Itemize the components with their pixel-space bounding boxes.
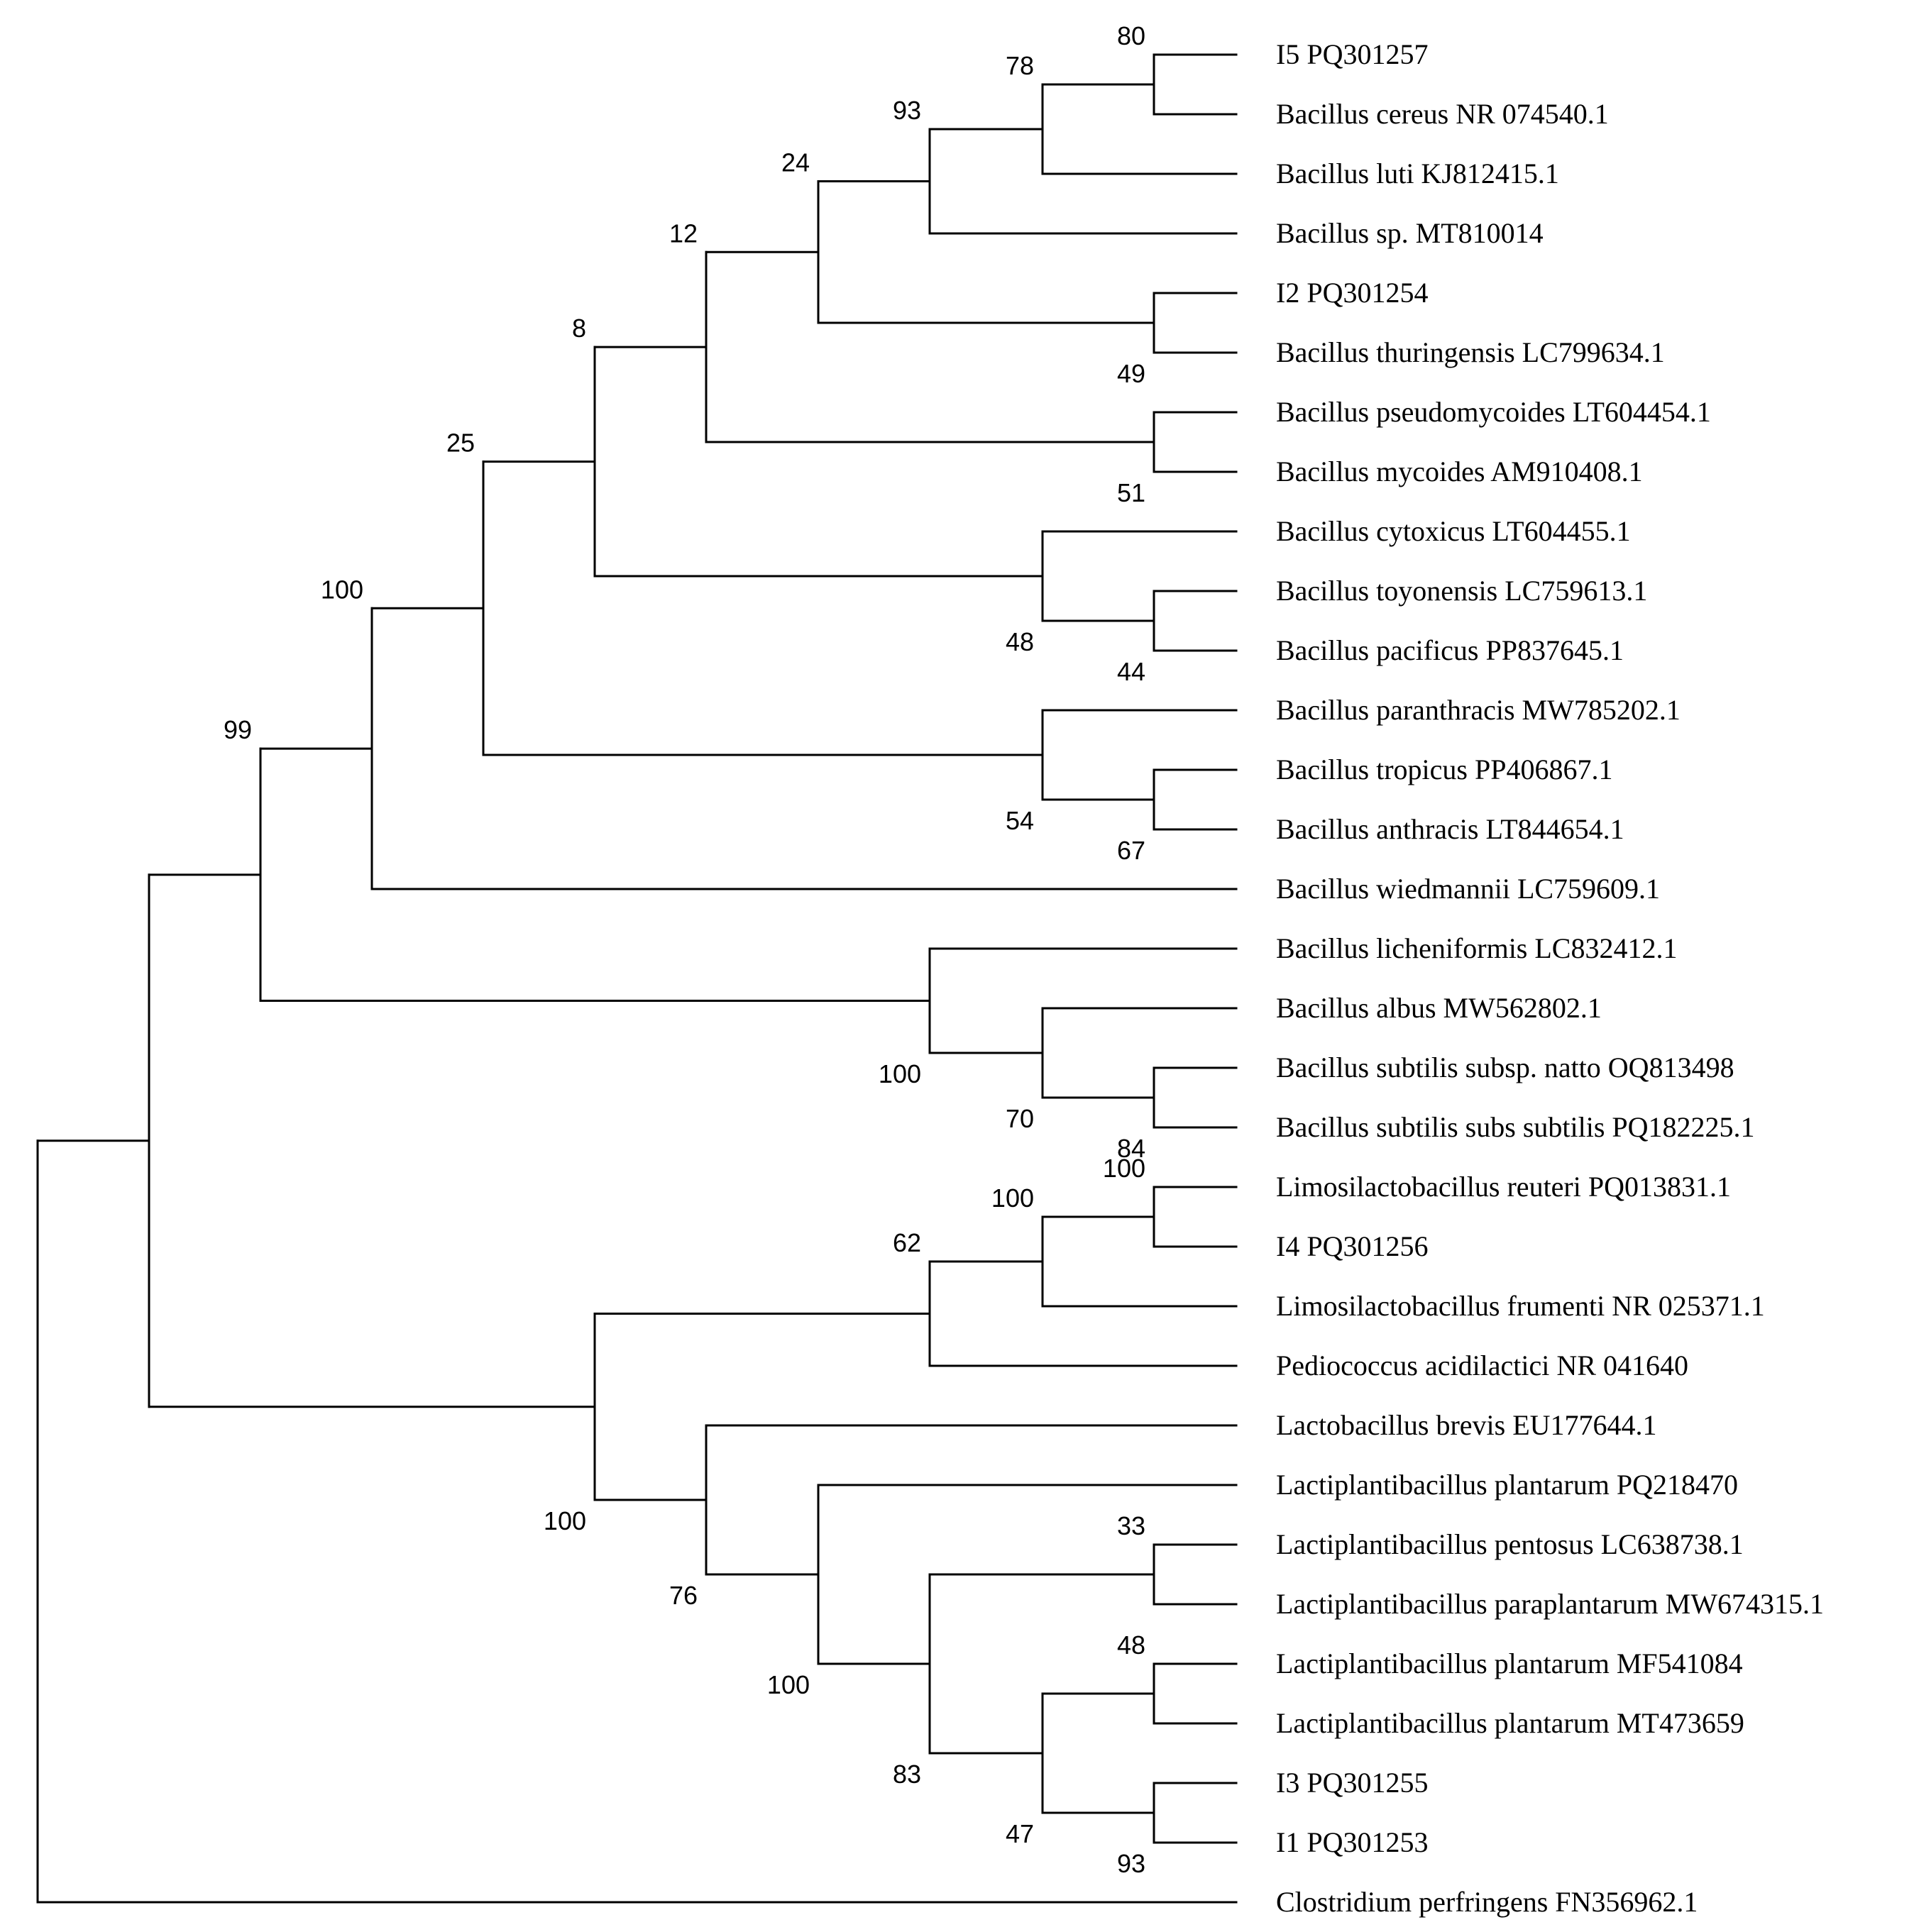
support-value-n13: 25 (446, 429, 475, 458)
leaf-label: Lactiplantibacillus plantarum PQ218470 (1276, 1469, 1738, 1501)
support-value-n22: 33 (1117, 1511, 1145, 1540)
leaf-label: Limosilactobacillus frumenti NR 025371.1 (1276, 1290, 1765, 1322)
support-value-n25: 47 (1006, 1819, 1034, 1848)
support-value-n6: 51 (1117, 478, 1145, 507)
leaf-label: Pediococcus acidilactici NR 041640 (1276, 1349, 1688, 1381)
leaf-label: Bacillus subtilis subsp. natto OQ813498 (1276, 1051, 1734, 1083)
support-value-n7: 12 (669, 219, 698, 248)
leaf-label: Limosilactobacillus reuteri PQ013831.1 (1276, 1171, 1731, 1203)
leaf-label: I5 PQ301257 (1276, 38, 1428, 70)
leaf-label: I1 PQ301253 (1276, 1826, 1428, 1858)
leaf-label: Lactobacillus brevis EU177644.1 (1276, 1409, 1657, 1441)
support-value-n26: 83 (893, 1760, 921, 1789)
support-value-n12: 54 (1006, 806, 1034, 835)
support-value-n17: 100 (879, 1059, 921, 1088)
leaf-label: Lactiplantibacillus plantarum MF541084 (1276, 1647, 1743, 1679)
support-value-n2: 78 (1006, 51, 1034, 80)
leaf-label: I4 PQ301256 (1276, 1230, 1428, 1262)
leaf-label: Bacillus mycoides AM910408.1 (1276, 456, 1643, 487)
leaf-label: Bacillus pacificus PP837645.1 (1276, 634, 1624, 666)
support-value-n14: 100 (321, 575, 363, 604)
leaf-label: Bacillus thuringensis LC799634.1 (1276, 336, 1665, 368)
leaf-label: I2 PQ301254 (1276, 277, 1428, 309)
support-value-n1: 80 (1117, 21, 1145, 50)
support-value-n8: 44 (1117, 657, 1145, 686)
leaf-label: Bacillus cereus NR 074540.1 (1276, 98, 1609, 130)
leaf-label: Bacillus subtilis subs subtilis PQ182225… (1276, 1111, 1755, 1143)
leaf-label: Bacillus pseudomycoides LT604454.1 (1276, 396, 1711, 428)
support-value-n18: 99 (224, 715, 252, 744)
support-value-n4: 49 (1117, 359, 1145, 388)
leaf-label: Bacillus toyonensis LC759613.1 (1276, 575, 1647, 607)
leaf-label: Bacillus licheniformis LC832412.1 (1276, 932, 1678, 964)
support-value-n5: 24 (781, 148, 810, 177)
leaf-label: Bacillus luti KJ812415.1 (1276, 158, 1559, 189)
bootstrap-support-labels: 8078934924511244488675425100847010099100… (224, 21, 1145, 1878)
leaf-label: Bacillus sp. MT810014 (1276, 217, 1544, 249)
support-value-n23: 48 (1117, 1630, 1145, 1660)
leaf-label: Bacillus wiedmannii LC759609.1 (1276, 873, 1660, 905)
support-value-n3: 93 (893, 96, 921, 125)
support-value-n19: 100 (1103, 1154, 1145, 1183)
support-value-n15: 84 (1117, 1134, 1145, 1163)
leaf-label: Bacillus cytoxicus LT604455.1 (1276, 515, 1631, 547)
leaf-label: Bacillus anthracis LT844654.1 (1276, 813, 1624, 845)
leaf-label: I3 PQ301255 (1276, 1767, 1428, 1799)
support-value-n28: 76 (669, 1581, 698, 1610)
support-value-n10: 8 (572, 314, 586, 343)
leaf-label: Lactiplantibacillus pentosus LC638738.1 (1276, 1528, 1744, 1560)
support-value-n16: 70 (1006, 1104, 1034, 1133)
support-value-n27: 100 (767, 1670, 810, 1699)
support-value-n24: 93 (1117, 1849, 1145, 1878)
support-value-n21: 62 (893, 1228, 921, 1257)
support-value-n11: 67 (1117, 836, 1145, 865)
leaf-label: Bacillus albus MW562802.1 (1276, 992, 1602, 1024)
tree-branches (36, 53, 1238, 1904)
leaf-label: Lactiplantibacillus paraplantarum MW6743… (1276, 1588, 1824, 1620)
leaf-labels: I5 PQ301257 Bacillus cereus NR 074540.1 Ba… (1276, 38, 1824, 1918)
leaf-label: Bacillus tropicus PP406867.1 (1276, 754, 1612, 785)
leaf-label: Clostridium perfringens FN356962.1 (1276, 1886, 1698, 1918)
support-value-n9: 48 (1006, 627, 1034, 656)
support-value-n29: 100 (544, 1506, 586, 1535)
leaf-label: Bacillus paranthracis MW785202.1 (1276, 694, 1681, 726)
support-value-n20: 100 (991, 1183, 1034, 1213)
leaf-label: Lactiplantibacillus plantarum MT473659 (1276, 1707, 1744, 1739)
